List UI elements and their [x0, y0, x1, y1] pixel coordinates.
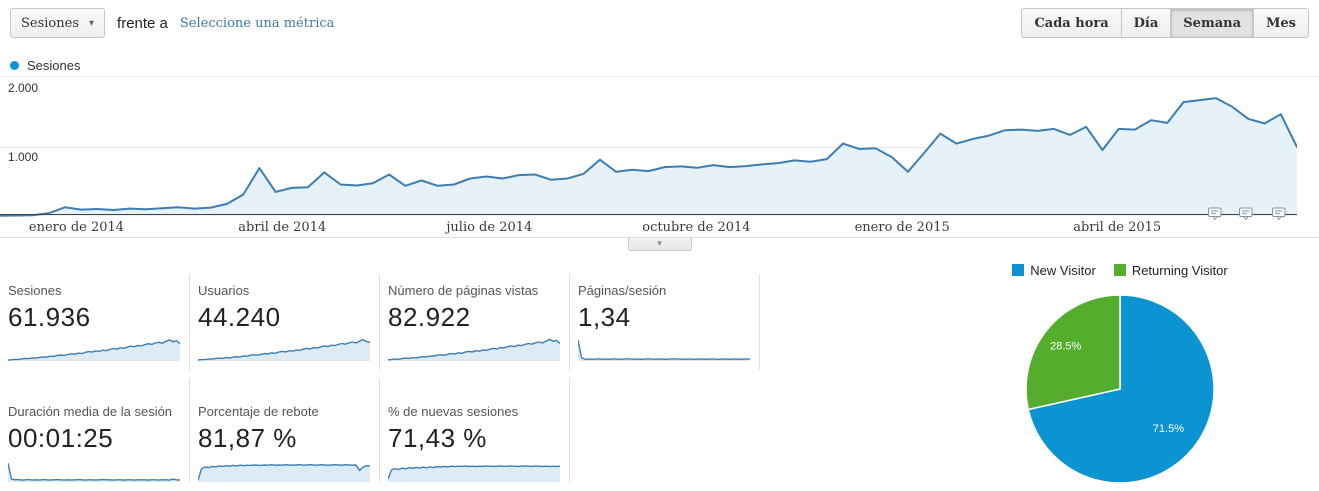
metric-value: 82.922	[388, 302, 471, 332]
metric-card-duracion-media-sesion[interactable]: Duración media de la sesión 00:01:25	[0, 378, 190, 482]
metric-sparkline	[198, 338, 370, 361]
metric-selector-dropdown[interactable]: Sesiones ▾	[10, 8, 106, 38]
metric-card-porcentaje-nuevas-sesiones[interactable]: % de nuevas sesiones 71,43 %	[380, 378, 570, 482]
pie-legend-item-returning-visitor: Returning Visitor	[1113, 262, 1228, 278]
metric-label: Porcentaje de rebote	[198, 404, 319, 419]
pie-slice-returning-visitor[interactable]	[1025, 294, 1121, 411]
metric-value: 61.936	[8, 302, 91, 332]
metric-label: Número de páginas vistas	[388, 283, 539, 298]
pie-legend-item-new-visitor: New Visitor	[1012, 262, 1096, 278]
metric-card-numero-paginas-vistas[interactable]: Número de páginas vistas 82.922	[380, 274, 570, 370]
metric-cards-row-2: Duración media de la sesión 00:01:25 Porce…	[0, 378, 762, 482]
granularity-button-day[interactable]: Día	[1121, 8, 1172, 38]
x-axis-label: enero de 2014	[28, 220, 125, 235]
pie-legend: New Visitor Returning Visitor	[955, 262, 1285, 278]
x-axis-line	[0, 214, 1297, 215]
metric-selector-label: Sesiones	[21, 15, 79, 31]
summary-section: Sesiones 61.936 Usuarios 44.240 Número de pá…	[0, 252, 1319, 487]
gridline-1000	[0, 147, 1297, 148]
y-axis-label-2000: 2.000	[8, 81, 39, 95]
annotation-marker-icon[interactable]	[1272, 207, 1287, 226]
metric-label: Páginas/sesión	[578, 283, 667, 298]
x-axis-label: enero de 2015	[854, 220, 950, 235]
metric-card-sesiones[interactable]: Sesiones 61.936	[0, 274, 190, 370]
y-axis-label-1000: 1.000	[8, 150, 39, 164]
granularity-button-hourly[interactable]: Cada hora	[1021, 8, 1122, 38]
annotation-marker-icon[interactable]	[1207, 207, 1222, 226]
metric-cards-row-1: Sesiones 61.936 Usuarios 44.240 Número de pá…	[0, 274, 762, 370]
collapse-chart-tab[interactable]: ▾	[627, 238, 692, 251]
x-axis-label: abril de 2014	[238, 220, 327, 235]
metric-cards: Sesiones 61.936 Usuarios 44.240 Número de pá…	[0, 274, 762, 482]
pie-slice-value-label: 71.5%	[1153, 423, 1184, 435]
visitor-type-panel: New Visitor Returning Visitor 71.5% 28.5%	[955, 258, 1285, 491]
x-axis-label: julio de 2014	[446, 220, 533, 235]
x-axis-label: abril de 2015	[1073, 220, 1162, 235]
pie-slice-value-label: 28.5%	[1050, 341, 1081, 353]
legend-swatch-icon	[1012, 264, 1025, 276]
legend-label: New Visitor	[1030, 262, 1096, 278]
metric-label: Usuarios	[198, 283, 250, 298]
metric-value: 71,43 %	[388, 423, 487, 453]
metric-value: 44.240	[198, 302, 281, 332]
annotation-marker-icon[interactable]	[1239, 207, 1254, 226]
metric-sparkline	[198, 463, 370, 482]
series-dot-icon	[10, 61, 19, 70]
granularity-button-group: Cada hora Día Semana Mes	[1021, 8, 1309, 38]
metric-card-paginas-sesion[interactable]: Páginas/sesión 1,34	[570, 274, 760, 370]
vs-label: frente a	[117, 14, 168, 32]
pie-slice-new-visitor[interactable]	[1027, 294, 1215, 484]
metric-card-porcentaje-rebote[interactable]: Porcentaje de rebote 81,87 %	[190, 378, 380, 482]
metric-sparkline	[578, 339, 750, 361]
metric-sparkline	[8, 463, 180, 482]
metric-card-usuarios[interactable]: Usuarios 44.240	[190, 274, 380, 370]
metric-value: 00:01:25	[8, 423, 114, 453]
metric-value: 1,34	[578, 302, 631, 332]
timeline-legend: Sesiones	[0, 46, 1319, 76]
metric-value: 81,87 %	[198, 423, 297, 453]
metric-label: Sesiones	[8, 283, 62, 298]
metric-sparkline	[8, 339, 180, 361]
legend-swatch-icon	[1113, 264, 1126, 276]
visitor-type-pie-chart[interactable]: 71.5% 28.5%	[1020, 292, 1220, 486]
chevron-down-icon: ▾	[89, 17, 95, 29]
granularity-button-month[interactable]: Mes	[1254, 8, 1309, 38]
granularity-button-week[interactable]: Semana	[1171, 8, 1255, 38]
chart-bottom-divider	[0, 237, 1319, 238]
sessions-area-chart-canvas[interactable]	[0, 80, 1297, 218]
sessions-timeline-chart: 2.000 1.000 enero de 2014 abril de 2014 ju…	[0, 76, 1319, 252]
x-axis-label: octubre de 2014	[642, 220, 751, 235]
series-legend-label: Sesiones	[27, 58, 81, 73]
metric-label: % de nuevas sesiones	[388, 404, 519, 419]
metric-sparkline	[388, 465, 560, 482]
chart-toolbar: Sesiones ▾ frente a Seleccione una métri…	[0, 0, 1319, 46]
chevron-down-icon: ▾	[657, 238, 662, 248]
metric-sparkline	[388, 338, 560, 361]
metric-selection-controls: Sesiones ▾ frente a Seleccione una métri…	[10, 8, 334, 38]
legend-label: Returning Visitor	[1131, 262, 1228, 278]
select-metric-link[interactable]: Seleccione una métrica	[179, 15, 335, 31]
metric-label: Duración media de la sesión	[8, 404, 173, 419]
